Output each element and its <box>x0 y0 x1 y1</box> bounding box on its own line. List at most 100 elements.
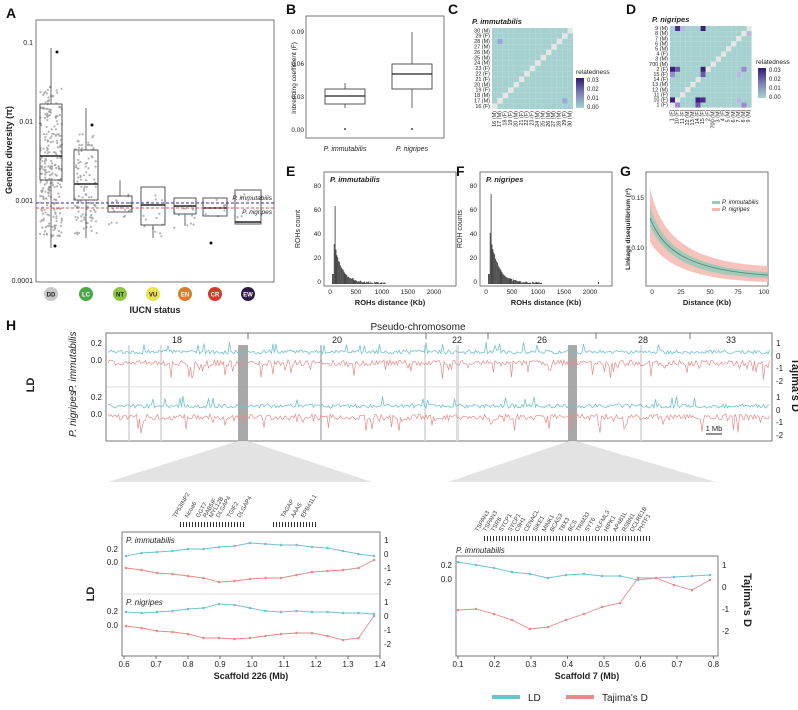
gene-tick <box>520 536 521 541</box>
panel-a-ylabel: Genetic diversity (π) <box>4 106 14 194</box>
diversity-point <box>46 88 50 91</box>
panel-b-ylabel: Inbreeding coefficient (F) <box>291 42 298 114</box>
hist-bar <box>385 283 386 284</box>
heat-cell <box>710 92 716 98</box>
sub-right-xtick: 0.5 <box>598 660 610 669</box>
heat-cell <box>567 98 573 104</box>
diversity-point <box>50 135 53 138</box>
panel-e-xtick-4: 2000 <box>427 289 442 296</box>
hist-bar <box>363 281 365 284</box>
diversity-point <box>90 195 93 199</box>
gene-tick <box>204 522 205 527</box>
heat-cell <box>556 92 563 99</box>
diversity-point <box>50 177 53 180</box>
heat-row-label: 19 (F) <box>475 88 490 94</box>
heat-cell <box>524 98 530 104</box>
gene-tick <box>225 522 226 527</box>
heat-cell <box>513 44 519 50</box>
hist-bar <box>519 281 521 284</box>
diversity-point <box>173 226 176 229</box>
heat-cell <box>508 33 514 39</box>
diversity-point <box>76 180 79 183</box>
heat-cell <box>546 76 552 82</box>
diversity-point <box>88 196 91 199</box>
sub-right-ld-point <box>510 570 514 574</box>
sub-left-ld-imm-point <box>124 554 128 558</box>
diversity-point <box>129 208 132 211</box>
box-lc <box>73 149 99 201</box>
gene-tick <box>613 536 614 541</box>
heat-cell <box>690 97 696 103</box>
outlier-b-nig <box>411 128 413 130</box>
heat-cell <box>680 46 686 52</box>
gene-tick <box>234 522 235 527</box>
diversity-point <box>51 183 55 187</box>
tracks <box>107 342 770 434</box>
heat-cell <box>524 49 530 55</box>
diversity-point <box>53 185 56 188</box>
zoom-wedge-right <box>448 441 716 482</box>
heat-cell <box>546 49 552 55</box>
legend-taj-label: Tajima's D <box>602 693 648 704</box>
diversity-point <box>45 92 48 95</box>
panel-d: P. nigripes 9 (M)8 (M)7 (M)6 (M)5 (M)4 (… <box>649 15 790 129</box>
diversity-point <box>73 197 77 200</box>
diversity-point <box>46 118 49 122</box>
heat-cell <box>535 33 541 39</box>
hist-bar <box>541 282 542 284</box>
heat-cell <box>705 102 711 108</box>
hist-bar <box>347 276 349 284</box>
legend-c-tick-0: 0.03 <box>587 78 599 84</box>
heat-cell <box>726 82 732 88</box>
gene-tick <box>637 536 638 541</box>
panel-e-xtick-2: 1000 <box>375 289 390 296</box>
panel-f-ylabel: ROH counts <box>457 209 464 248</box>
diversity-point <box>81 213 84 216</box>
diversity-point <box>39 194 42 198</box>
gene-tick <box>213 522 214 527</box>
diversity-point <box>52 151 55 154</box>
heat-cell <box>551 76 557 82</box>
heat-cell <box>497 82 503 88</box>
gene-tick <box>240 522 241 527</box>
diversity-point <box>56 141 59 145</box>
panel-b-ytick-2: 0.03 <box>291 94 304 101</box>
heat-cell <box>492 28 498 34</box>
iucn-badge-dd <box>44 287 58 301</box>
heat-cell <box>685 46 691 52</box>
gene-tick <box>210 522 211 527</box>
heat-cell <box>562 28 568 34</box>
heat-cell <box>736 66 742 72</box>
heat-row-label: 17 (M) <box>474 99 490 105</box>
sub-left-imm-lt-0: 0.2 <box>107 545 119 554</box>
diversity-point <box>94 220 98 223</box>
heat-cell <box>695 51 701 57</box>
diversity-point <box>83 185 86 188</box>
heat-cell <box>705 36 711 42</box>
diversity-point <box>56 181 60 185</box>
sub-left-lines <box>124 541 376 642</box>
gene-tick <box>508 536 509 541</box>
diversity-point <box>51 181 54 184</box>
gene-tick <box>484 536 485 541</box>
heat-cell <box>695 102 701 108</box>
scale-bar-label: 1 Mb <box>706 424 723 433</box>
diversity-point <box>51 95 54 98</box>
heat-cell <box>731 71 737 77</box>
heat-cell <box>721 46 727 52</box>
heat-cell <box>546 82 552 88</box>
heat-cell <box>695 71 701 77</box>
diversity-point <box>74 215 77 218</box>
gene-tick <box>192 522 193 527</box>
diversity-point <box>43 208 46 211</box>
gene-tick <box>610 536 611 541</box>
panel-d-title: P. nigripes <box>652 15 689 24</box>
heat-cell <box>685 82 691 88</box>
heat-cell <box>721 97 727 103</box>
diversity-point <box>159 232 162 235</box>
diversity-point <box>74 147 77 150</box>
heat-cell <box>519 103 525 109</box>
heat-cell <box>736 92 742 98</box>
sub-right-taj-point <box>708 578 712 582</box>
heat-cell <box>700 71 706 77</box>
